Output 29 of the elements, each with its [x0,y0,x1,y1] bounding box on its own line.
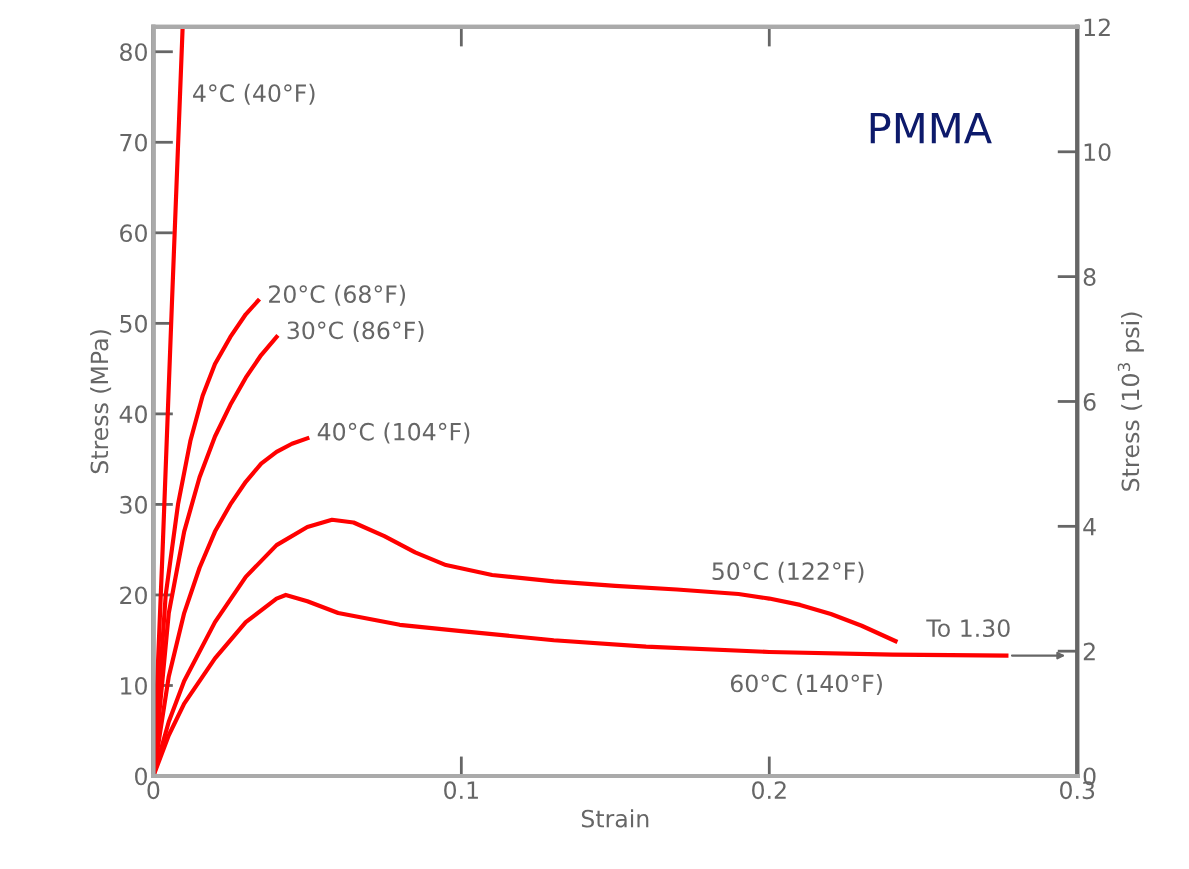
y2-tick-label: 2 [1083,642,1095,661]
y2-tick-label: 12 [1084,18,1110,36]
y-axis-title: Stress (MPa) [90,330,112,474]
series-label: 30°C (86°F) [287,321,424,343]
x-tick-label: 0.1 [444,781,478,800]
x-axis-title: Strain [581,809,649,828]
y2-tick-label: 8 [1083,268,1096,286]
y-tick-label: 70 [120,133,147,152]
y2-tick-label: 4 [1083,518,1096,536]
series-label: 60°C (140°F) [730,674,882,696]
series-label: 40°C (104°F) [317,422,470,444]
series-label: 4°C (40°F) [193,83,315,105]
text: PMMA [870,112,992,144]
y2-tick-label: 10 [1084,143,1111,162]
y-tick-label: 80 [120,43,147,62]
x-tick-label: 0.2 [752,781,786,800]
x-tick-label: 0 [147,781,160,800]
y-tick-label: 30 [120,495,147,514]
y2-axis-title: Stress (10$^{3}$ psi) [1117,312,1144,491]
annotation: To 1.30 [926,619,1010,638]
y-tick-label: 20 [120,586,147,605]
series-label: 50°C (122°F) [712,561,864,583]
y-tick-label: 50 [120,314,147,333]
y-tick-label: 10 [121,676,147,695]
y-tick-label: 40 [119,405,147,424]
y2-tick-label: 6 [1083,392,1096,411]
series-label: 20°C (68°F) [269,284,405,306]
y-tick-label: 0 [135,767,147,786]
y-tick-label: 60 [120,224,147,243]
